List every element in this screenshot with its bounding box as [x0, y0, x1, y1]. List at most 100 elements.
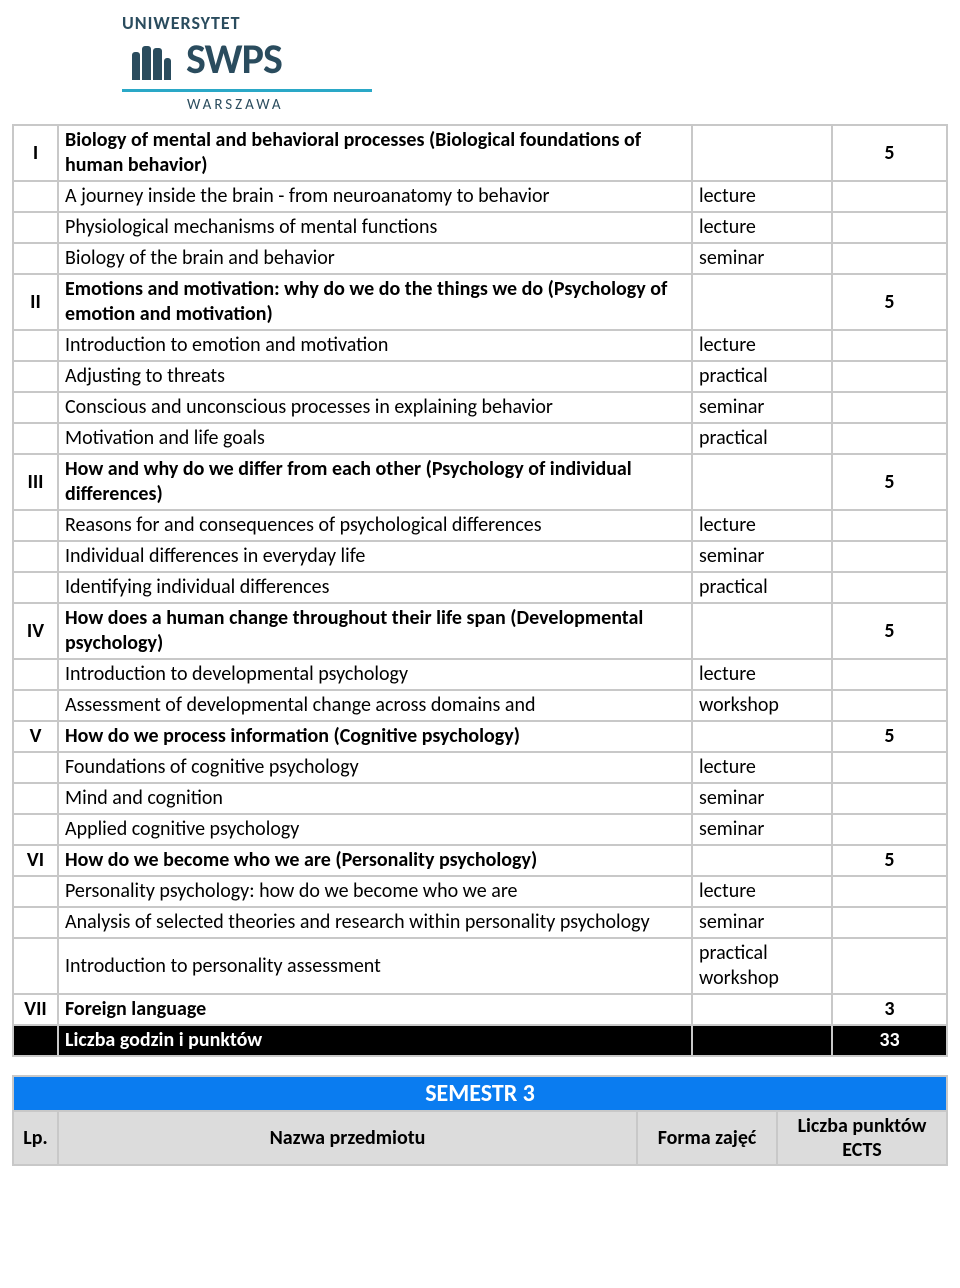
module-number: VI	[13, 845, 58, 876]
course-form: seminar	[692, 783, 832, 814]
module-number: III	[13, 454, 58, 510]
course-number	[13, 938, 58, 994]
course-number	[13, 541, 58, 572]
header-ects: Liczba punktów ECTS	[777, 1111, 947, 1165]
module-title: How does a human change throughout their…	[58, 603, 692, 659]
course-name: Biology of the brain and behavior	[58, 243, 692, 274]
module-ects: 3	[832, 994, 947, 1025]
course-form: seminar	[692, 814, 832, 845]
course-number	[13, 690, 58, 721]
header-form: Forma zajęć	[637, 1111, 777, 1165]
course-form: seminar	[692, 907, 832, 938]
course-name: Foundations of cognitive psychology	[58, 752, 692, 783]
module-number: I	[13, 125, 58, 181]
course-name: Introduction to emotion and motivation	[58, 330, 692, 361]
module-ects: 5	[832, 125, 947, 181]
course-number	[13, 814, 58, 845]
header-name: Nazwa przedmiotu	[58, 1111, 637, 1165]
module-title: Foreign language	[58, 994, 692, 1025]
module-title: How and why do we differ from each other…	[58, 454, 692, 510]
course-form: lecture	[692, 752, 832, 783]
course-number	[13, 212, 58, 243]
course-name: Identifying individual differences	[58, 572, 692, 603]
course-name: Physiological mechanisms of mental funct…	[58, 212, 692, 243]
curriculum-table: IBiology of mental and behavioral proces…	[12, 124, 948, 1057]
course-number	[13, 243, 58, 274]
module-number: V	[13, 721, 58, 752]
course-form: lecture	[692, 330, 832, 361]
course-name: Assessment of developmental change acros…	[58, 690, 692, 721]
module-title: How do we become who we are (Personality…	[58, 845, 692, 876]
course-form: practical	[692, 361, 832, 392]
course-name: Applied cognitive psychology	[58, 814, 692, 845]
course-number	[13, 181, 58, 212]
module-title: How do we process information (Cognitive…	[58, 721, 692, 752]
logo-university: UNIWERSYTET	[122, 12, 948, 34]
total-label: Liczba godzin i punktów	[58, 1025, 692, 1056]
course-form: lecture	[692, 212, 832, 243]
logo-people-icon	[122, 40, 180, 80]
course-form: workshop	[692, 690, 832, 721]
module-ects: 5	[832, 845, 947, 876]
module-ects: 5	[832, 274, 947, 330]
course-name: Conscious and unconscious processes in e…	[58, 392, 692, 423]
course-number	[13, 752, 58, 783]
semester3-table: SEMESTR 3 Lp. Nazwa przedmiotu Forma zaj…	[12, 1075, 948, 1166]
total-form	[692, 1025, 832, 1056]
course-ects	[832, 212, 947, 243]
course-ects	[832, 876, 947, 907]
course-name: Individual differences in everyday life	[58, 541, 692, 572]
course-form: practical	[692, 423, 832, 454]
module-number: IV	[13, 603, 58, 659]
course-name: Analysis of selected theories and resear…	[58, 907, 692, 938]
course-form: seminar	[692, 541, 832, 572]
course-name: Introduction to developmental psychology	[58, 659, 692, 690]
course-form: practical	[692, 572, 832, 603]
course-name: Mind and cognition	[58, 783, 692, 814]
course-form: seminar	[692, 392, 832, 423]
course-name: Introduction to personality assessment	[58, 938, 692, 994]
course-number	[13, 876, 58, 907]
course-form: lecture	[692, 659, 832, 690]
course-name: A journey inside the brain - from neuroa…	[58, 181, 692, 212]
course-number	[13, 510, 58, 541]
logo-brand: SWPS	[186, 34, 282, 85]
module-form	[692, 845, 832, 876]
module-form	[692, 721, 832, 752]
course-name: Motivation and life goals	[58, 423, 692, 454]
module-form	[692, 994, 832, 1025]
course-ects	[832, 541, 947, 572]
module-number: VII	[13, 994, 58, 1025]
total-ects: 33	[832, 1025, 947, 1056]
course-ects	[832, 907, 947, 938]
module-form	[692, 125, 832, 181]
module-form	[692, 454, 832, 510]
course-ects	[832, 392, 947, 423]
module-ects: 5	[832, 721, 947, 752]
course-form: lecture	[692, 181, 832, 212]
course-ects	[832, 659, 947, 690]
course-ects	[832, 814, 947, 845]
course-number	[13, 572, 58, 603]
total-number	[13, 1025, 58, 1056]
header-lp: Lp.	[13, 1111, 58, 1165]
course-ects	[832, 330, 947, 361]
course-ects	[832, 361, 947, 392]
university-logo: UNIWERSYTET SWPS WARSZAWA	[122, 12, 948, 114]
semester3-title: SEMESTR 3	[13, 1076, 947, 1111]
course-number	[13, 659, 58, 690]
course-name: Adjusting to threats	[58, 361, 692, 392]
course-ects	[832, 423, 947, 454]
course-form: seminar	[692, 243, 832, 274]
course-form: practical workshop	[692, 938, 832, 994]
course-form: lecture	[692, 510, 832, 541]
course-ects	[832, 243, 947, 274]
module-title: Emotions and motivation: why do we do th…	[58, 274, 692, 330]
course-number	[13, 907, 58, 938]
module-number: II	[13, 274, 58, 330]
course-ects	[832, 783, 947, 814]
course-number	[13, 783, 58, 814]
module-ects: 5	[832, 454, 947, 510]
course-number	[13, 330, 58, 361]
course-ects	[832, 938, 947, 994]
